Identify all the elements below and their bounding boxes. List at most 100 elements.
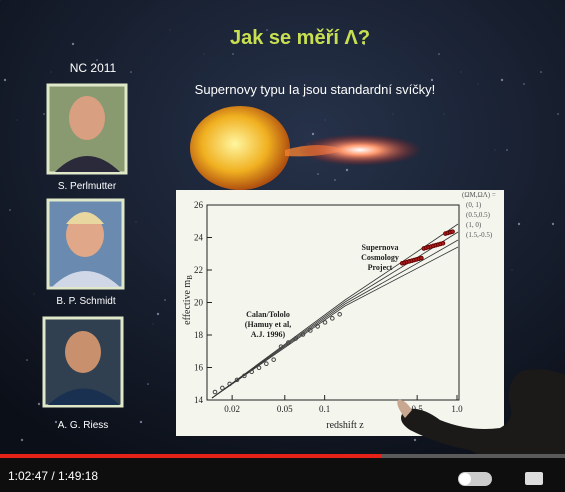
star (96, 59, 98, 61)
y-tick-label: 22 (194, 265, 203, 275)
y-tick-label: 14 (194, 395, 204, 405)
star (500, 78, 504, 82)
data-point (242, 373, 247, 379)
y-tick-label: 20 (194, 298, 204, 308)
presenter (401, 369, 565, 456)
star (557, 113, 559, 115)
shirt (52, 271, 120, 287)
face (69, 96, 105, 140)
star (54, 420, 58, 424)
annotation: Project (368, 263, 393, 272)
laureate-name: A. G. Riess (58, 420, 109, 431)
x-tick-label: 1.0 (451, 404, 463, 414)
star (50, 71, 52, 73)
star (477, 83, 479, 85)
annotation: Cosmology (361, 253, 399, 262)
star (551, 222, 555, 226)
award: NC 2011 (70, 61, 117, 75)
data-point (286, 340, 291, 345)
y-tick-label: 16 (194, 363, 204, 373)
data-point (450, 229, 455, 234)
hair (66, 212, 104, 224)
accretion-disk (298, 134, 422, 166)
data-point (271, 357, 276, 362)
star (334, 179, 336, 181)
data-point (322, 320, 328, 325)
data-point (220, 385, 225, 391)
star (33, 293, 35, 295)
y-axis-label: effective mB (182, 275, 194, 325)
y-label-main: effective m (182, 280, 193, 325)
x-tick-label: 0.02 (224, 404, 240, 414)
star-illustration (190, 106, 290, 190)
star (20, 438, 24, 442)
star (443, 113, 445, 115)
x-tick-label: 0.1 (319, 404, 330, 414)
legend-entry: (1, 0) (466, 221, 482, 229)
star (392, 113, 394, 115)
annotation: A.J. 1996) (251, 330, 286, 339)
star (317, 173, 319, 175)
hand (397, 399, 412, 418)
time-display: 1:02:47 / 1:49:18 (8, 469, 98, 483)
data-point (256, 365, 262, 371)
star (135, 221, 137, 223)
laureate-photos (42, 83, 128, 408)
star (203, 53, 205, 55)
legend: (ΩM,ΩΛ) = (0, 1) (0.5,0.5) (1, 0) (1.5,-… (462, 191, 496, 239)
legend-entry: (0, 1) (466, 201, 482, 209)
star (26, 359, 28, 361)
star (37, 402, 41, 406)
star (345, 168, 349, 172)
data-point (234, 377, 240, 383)
star (517, 222, 521, 226)
legend-entry: (1.5,-0.5) (466, 231, 493, 239)
star (232, 53, 234, 55)
toggle-knob (459, 473, 471, 485)
legend-header: (ΩM,ΩΛ) = (462, 191, 496, 199)
star (523, 83, 525, 85)
star (164, 299, 166, 301)
x-tick-label: 0.05 (277, 404, 293, 414)
star (494, 149, 496, 151)
star (16, 119, 18, 121)
annotation: Calan/Tololo (246, 310, 290, 319)
data-point (249, 369, 254, 375)
data-points (212, 229, 455, 395)
star (311, 132, 315, 136)
subtitles-button[interactable] (525, 472, 543, 485)
shirt (48, 388, 120, 405)
star (9, 209, 11, 211)
star (460, 71, 462, 73)
star (430, 78, 434, 82)
data-point (293, 336, 298, 341)
star (130, 71, 132, 73)
data-point (227, 381, 232, 387)
star (101, 179, 103, 181)
face (65, 331, 101, 373)
star (152, 323, 154, 325)
data-point (212, 389, 218, 395)
x-axis-label: redshift z (326, 420, 364, 431)
annotation: Supernova (362, 243, 399, 252)
data-point (419, 255, 424, 261)
suit (55, 156, 120, 172)
star (413, 438, 417, 442)
annotation: (Hamuy et al, (245, 320, 291, 329)
star (3, 78, 7, 82)
data-point (278, 344, 284, 349)
slide-title: Jak se měří Λ? (230, 27, 370, 49)
data-point (440, 240, 446, 246)
y-tick-label: 18 (194, 330, 204, 340)
star (511, 269, 513, 271)
laureate-name: B. P. Schmidt (56, 296, 116, 307)
model-curve (211, 239, 459, 399)
data-point (337, 311, 342, 317)
star (156, 312, 160, 316)
star (438, 53, 440, 55)
data-point (308, 328, 313, 333)
star (324, 119, 326, 121)
data-point (264, 361, 269, 367)
x-tick-label: 0.5 (412, 404, 424, 414)
